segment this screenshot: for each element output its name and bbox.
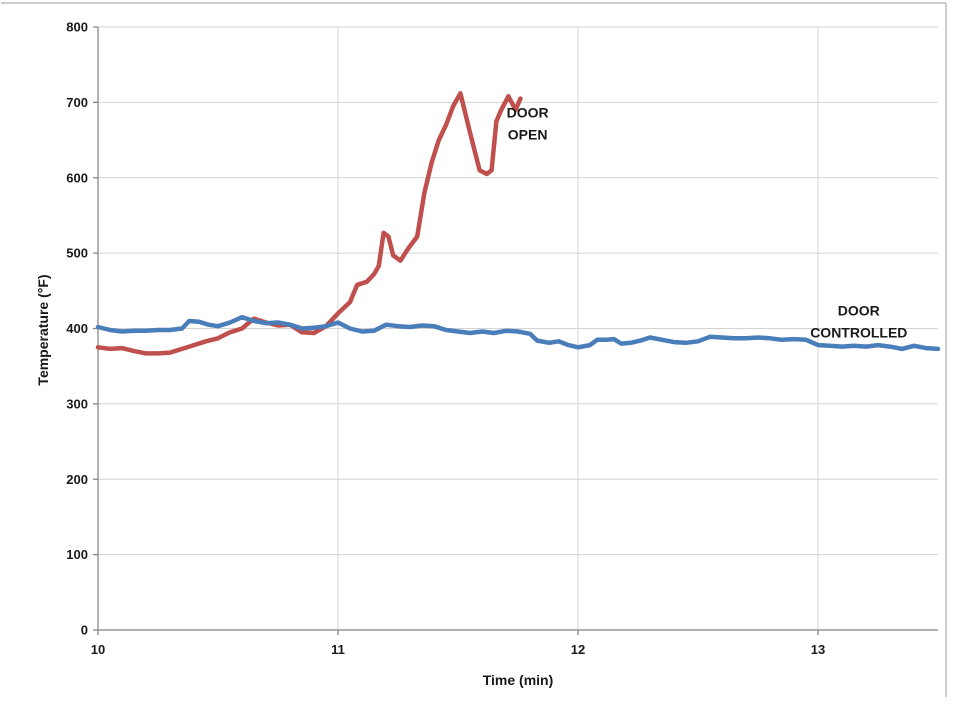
y-tick-label: 800	[66, 20, 88, 35]
y-axis-title: Temperature (°F)	[35, 274, 51, 385]
y-tick-label: 700	[66, 95, 88, 110]
y-tick-label: 400	[66, 321, 88, 336]
series-line-door-controlled	[95, 314, 941, 352]
annotation-label: DOOR OPEN	[507, 104, 549, 142]
x-tick-label: 13	[811, 642, 825, 657]
y-tick-label: 200	[66, 472, 88, 487]
y-tick-label: 500	[66, 246, 88, 261]
annotation-label: DOOR CONTROLLED	[810, 303, 907, 341]
annotation-line: OPEN	[508, 126, 548, 142]
annotation-line: DOOR	[838, 303, 880, 319]
x-tick-label: 10	[91, 642, 105, 657]
series-line-door-open	[95, 91, 523, 356]
annotation-line: CONTROLLED	[810, 325, 907, 341]
y-tick-label: 100	[66, 547, 88, 562]
y-tick-label: 0	[81, 623, 88, 638]
x-tick-label: 11	[331, 642, 345, 657]
x-axis-title: Time (min)	[483, 672, 554, 688]
y-tick-label: 600	[66, 170, 88, 185]
x-tick-label: 12	[571, 642, 585, 657]
y-tick-label: 300	[66, 396, 88, 411]
annotation-line: DOOR	[507, 104, 549, 120]
